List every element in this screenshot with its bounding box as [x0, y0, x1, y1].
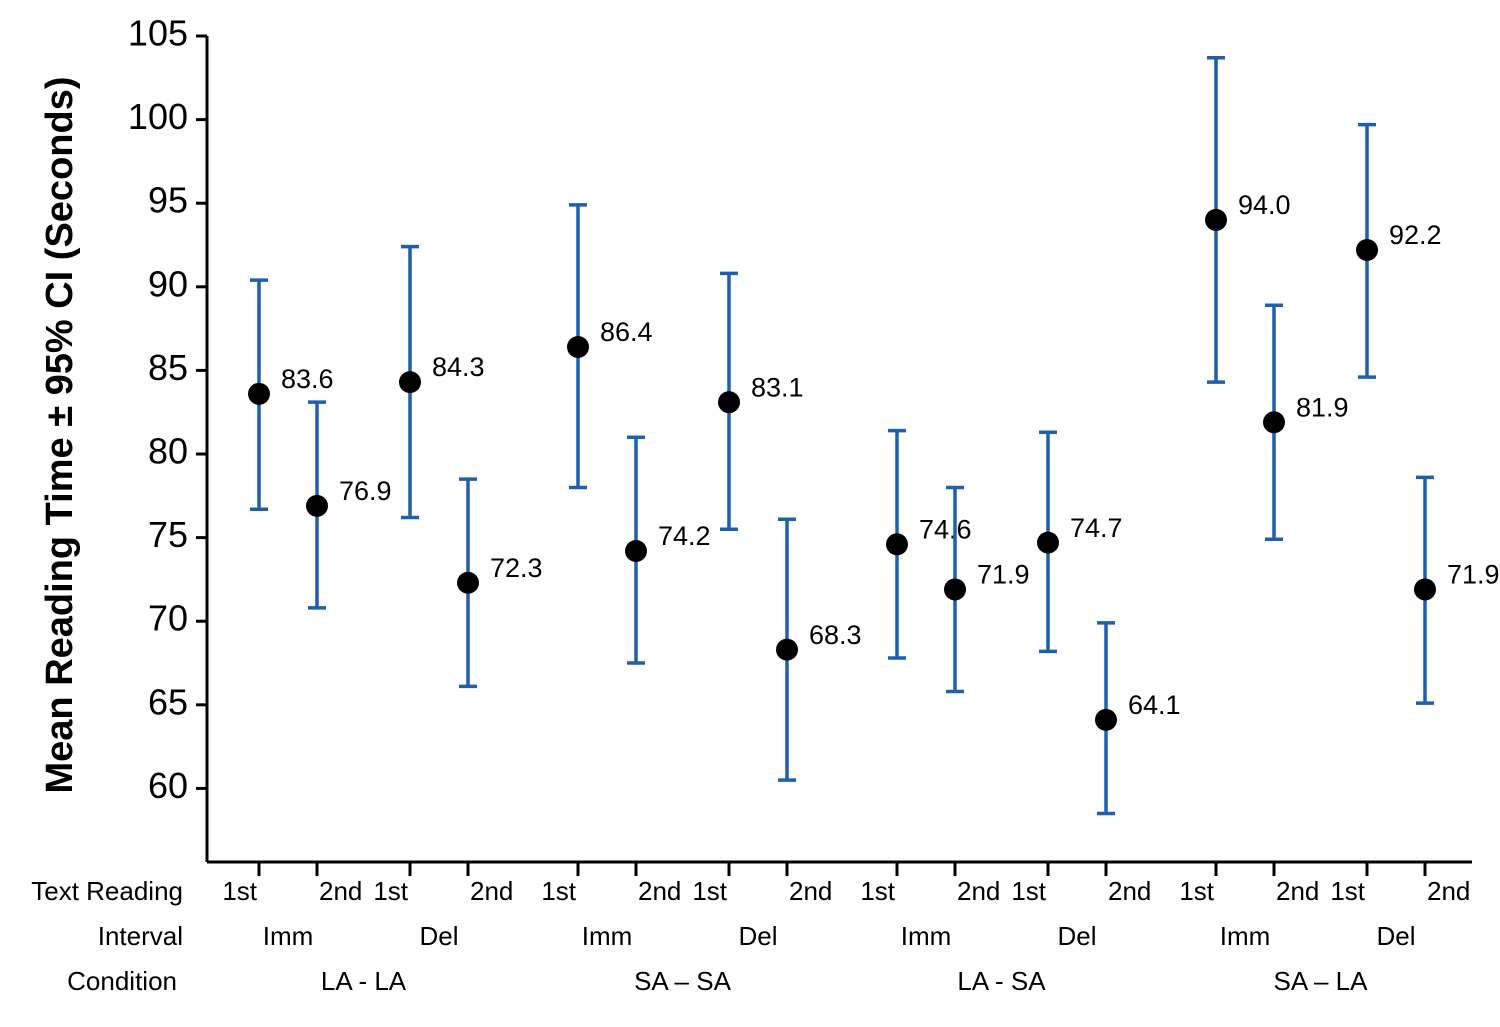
value-label: 71.9 — [1447, 560, 1500, 590]
value-label: 84.3 — [432, 352, 485, 382]
interval-label: Imm — [582, 921, 633, 951]
x-tick-label: 1st — [692, 876, 727, 906]
point — [1414, 578, 1436, 601]
condition-label: SA – SA — [634, 966, 731, 996]
y-tick-label: 105 — [128, 13, 188, 54]
value-label: 81.9 — [1296, 392, 1349, 422]
y-tick-label: 75 — [148, 514, 188, 555]
interval-label: Imm — [1220, 921, 1271, 951]
x-tick-label: 2nd — [470, 876, 513, 906]
y-tick-label: 60 — [148, 765, 188, 806]
interval-label: Imm — [263, 921, 314, 951]
row-label: Text Reading — [31, 876, 183, 906]
x-tick-label: 1st — [1330, 876, 1365, 906]
point — [886, 533, 908, 556]
point — [625, 539, 647, 562]
value-label: 74.2 — [658, 521, 711, 551]
condition-label: SA – LA — [1274, 966, 1369, 996]
point — [306, 494, 328, 517]
point — [1037, 531, 1059, 554]
point — [457, 571, 479, 594]
point — [718, 391, 740, 414]
point — [399, 371, 421, 394]
row-label: Interval — [98, 921, 183, 951]
value-label: 64.1 — [1128, 690, 1181, 720]
value-label: 83.1 — [751, 372, 804, 402]
value-label: 76.9 — [339, 476, 392, 506]
interval-label: Imm — [901, 921, 952, 951]
x-tick-label: 2nd — [319, 876, 362, 906]
y-tick-label: 70 — [148, 598, 188, 639]
interval-label: Del — [1376, 921, 1415, 951]
value-label: 92.2 — [1389, 220, 1442, 250]
point — [248, 382, 270, 405]
value-label: 68.3 — [809, 620, 862, 650]
value-label: 83.6 — [281, 364, 334, 394]
x-tick-label: 1st — [373, 876, 408, 906]
point — [1205, 208, 1227, 231]
value-label: 74.6 — [919, 514, 972, 544]
interval-label: Del — [419, 921, 458, 951]
x-tick-label: 1st — [1179, 876, 1214, 906]
y-tick-label: 80 — [148, 431, 188, 472]
point — [567, 336, 589, 359]
interval-label: Del — [1057, 921, 1096, 951]
x-tick-label: 1st — [860, 876, 895, 906]
interval-label: Del — [738, 921, 777, 951]
point — [1095, 708, 1117, 731]
x-tick-label: 1st — [222, 876, 257, 906]
x-tick-label: 1st — [1011, 876, 1046, 906]
value-label: 74.7 — [1070, 513, 1123, 543]
value-label: 71.9 — [977, 560, 1030, 590]
y-tick-label: 85 — [148, 347, 188, 388]
condition-label: LA - SA — [957, 966, 1046, 996]
y-axis-title: Mean Reading Time ± 95% CI (Seconds) — [39, 77, 81, 794]
x-tick-label: 2nd — [1427, 876, 1470, 906]
y-tick-label: 100 — [128, 96, 188, 137]
y-tick-label: 95 — [148, 180, 188, 221]
x-tick-label: 2nd — [957, 876, 1000, 906]
y-tick-label: 90 — [148, 263, 188, 304]
x-tick-label: 2nd — [638, 876, 681, 906]
point — [1263, 411, 1285, 434]
row-label: Condition — [67, 966, 177, 996]
x-tick-label: 2nd — [789, 876, 832, 906]
value-label: 72.3 — [490, 553, 543, 583]
x-tick-label: 2nd — [1276, 876, 1319, 906]
x-tick-label: 1st — [541, 876, 576, 906]
condition-label: LA - LA — [321, 966, 407, 996]
value-label: 94.0 — [1238, 190, 1291, 220]
point — [1356, 239, 1378, 262]
value-label: 86.4 — [600, 317, 653, 347]
point — [776, 638, 798, 661]
x-tick-label: 2nd — [1108, 876, 1151, 906]
y-tick-label: 65 — [148, 681, 188, 722]
point — [944, 578, 966, 601]
